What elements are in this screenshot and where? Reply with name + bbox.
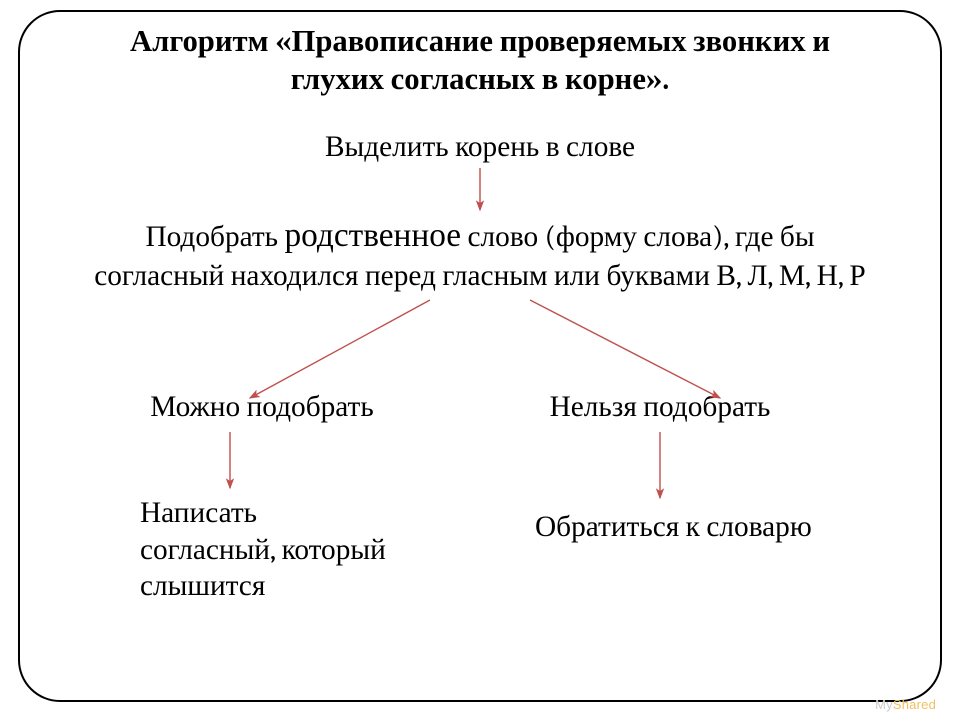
node-branch-left: Можно подобрать (112, 391, 412, 424)
step2-line1-post: слово (форму слова), где бы (461, 221, 814, 254)
branch-right-text: Нельзя подобрать (550, 391, 771, 424)
leaf-right-text: Обратиться к словарю (535, 511, 812, 544)
step1-text: Выделить корень в слове (325, 131, 635, 164)
leaf-left-line2: согласный, который (140, 534, 386, 567)
node-step1: Выделить корень в слове (230, 131, 730, 164)
diagram-title: Алгоритм «Правописание проверяемых звонк… (60, 22, 900, 99)
node-leaf-right: Обратиться к словарю (535, 510, 895, 547)
step2-line1-pre: Подобрать (145, 221, 284, 254)
watermark-part1: My (875, 697, 893, 712)
leaf-left-line1: Написать (140, 497, 257, 530)
slide: Алгоритм «Правописание проверяемых звонк… (0, 0, 960, 720)
title-line1: Алгоритм «Правописание проверяемых звонк… (130, 23, 830, 59)
leaf-left-line3: слышится (140, 570, 265, 603)
branch-left-text: Можно подобрать (150, 391, 374, 424)
step2-line2: согласный находился перед гласным или бу… (94, 260, 865, 293)
title-line2: глухих согласных в корне». (291, 61, 670, 97)
step2-line1-big: родственное (285, 217, 462, 255)
node-leaf-left: Написать согласный, который слышится (140, 496, 440, 606)
node-branch-right: Нельзя подобрать (510, 391, 810, 424)
watermark-part2: Shared (893, 697, 936, 712)
watermark: MyShared (875, 697, 936, 712)
node-step2: Подобрать родственное слово (форму слова… (30, 215, 930, 296)
